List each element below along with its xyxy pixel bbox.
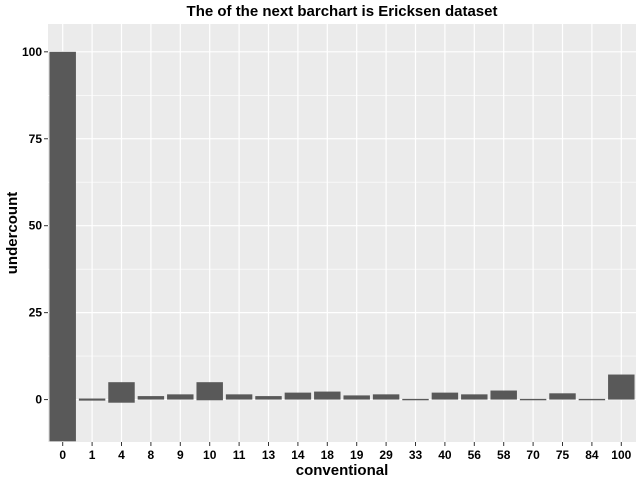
bar-11 — [225, 394, 253, 400]
x-tick-label: 56 — [468, 448, 482, 462]
bar-33 — [402, 398, 429, 401]
chart-title: The of the next barchart is Ericksen dat… — [187, 3, 498, 20]
x-tick-label: 10 — [203, 448, 217, 462]
x-tick-label: 58 — [497, 448, 511, 462]
bar-56 — [461, 394, 488, 400]
y-axis-title: undercount — [4, 192, 21, 275]
x-tick-label: 14 — [291, 448, 305, 462]
x-tick-label: 1 — [89, 448, 96, 462]
bar-8 — [137, 396, 165, 400]
x-tick-label: 84 — [585, 448, 599, 462]
x-tick-label: 8 — [148, 448, 155, 462]
x-tick-label: 29 — [379, 448, 393, 462]
bar-1 — [78, 398, 106, 401]
bar-70 — [519, 398, 547, 401]
x-tick-label: 4 — [118, 448, 125, 462]
y-tick-label: 50 — [29, 219, 43, 233]
bar-19 — [343, 395, 370, 400]
x-tick-label: 0 — [59, 448, 66, 462]
y-tick-label: 75 — [29, 132, 43, 146]
x-tick-label: 13 — [262, 448, 276, 462]
bar-4 — [108, 382, 135, 403]
x-axis-title: conventional — [296, 462, 389, 479]
bar-10 — [196, 382, 223, 401]
x-tick-label: 19 — [350, 448, 364, 462]
x-tick-label: 100 — [611, 448, 631, 462]
bar-14 — [284, 392, 312, 400]
x-tick-label: 70 — [526, 448, 540, 462]
bar-40 — [431, 392, 459, 400]
y-axis-ticks: 0 25 50 75 100 — [22, 45, 48, 407]
bar-58 — [490, 390, 517, 400]
x-tick-label: 9 — [177, 448, 184, 462]
x-axis-ticks: 0 1 4 8 9 10 11 13 14 18 19 29 33 40 56 58 70 75 84 100 — [59, 442, 632, 462]
gridlines — [48, 24, 636, 442]
plot-panel — [48, 24, 636, 442]
y-tick-label: 0 — [35, 393, 42, 407]
x-tick-label: 33 — [409, 448, 423, 462]
y-tick-label: 100 — [22, 45, 42, 59]
bar-9 — [167, 394, 194, 400]
x-tick-label: 18 — [321, 448, 335, 462]
bar-0 — [49, 51, 76, 442]
x-tick-label: 75 — [556, 448, 570, 462]
x-tick-label: 40 — [438, 448, 452, 462]
y-tick-label: 25 — [29, 306, 43, 320]
bar-75 — [549, 393, 576, 400]
bars — [49, 51, 635, 442]
bar-100 — [608, 374, 635, 400]
bar-18 — [314, 391, 341, 400]
bar-13 — [255, 396, 282, 400]
bar-29 — [372, 394, 400, 400]
x-tick-label: 11 — [233, 448, 246, 462]
bar-84 — [578, 398, 606, 401]
